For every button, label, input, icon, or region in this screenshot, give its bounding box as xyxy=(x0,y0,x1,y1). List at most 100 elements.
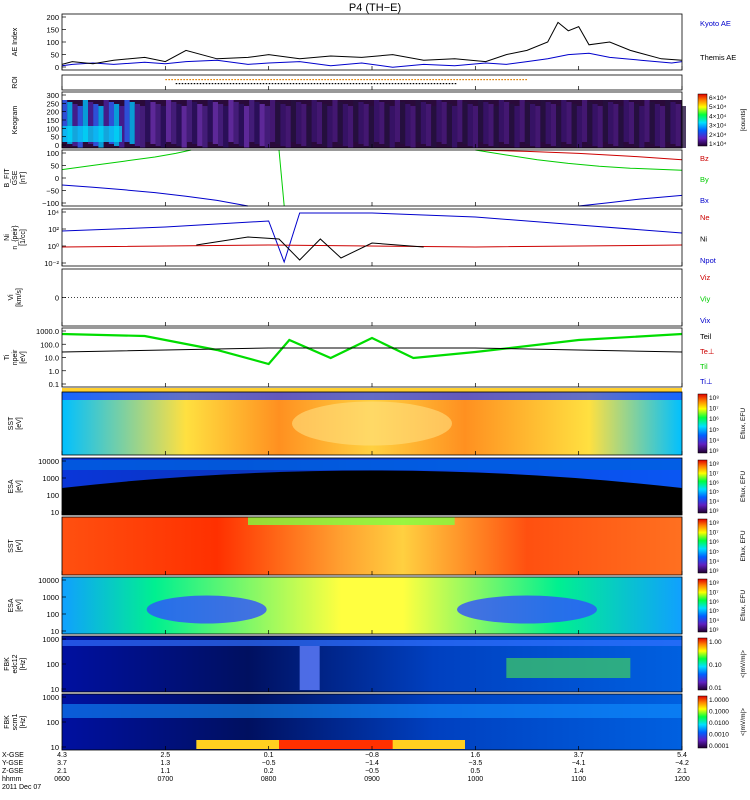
roi-dot xyxy=(313,83,316,85)
keogram-column xyxy=(576,106,582,148)
roi-dot xyxy=(262,83,265,85)
roi-dot xyxy=(285,79,287,81)
roi-dot xyxy=(355,83,358,85)
roi-dot xyxy=(409,83,412,85)
roi-dot xyxy=(249,79,251,81)
colorbar-tick-12: 1.0000 xyxy=(709,697,729,704)
roi-dot xyxy=(258,79,260,81)
colorbar-tick-10: 10⁵ xyxy=(709,608,719,615)
colorbar-label-12: <|mV/m|> xyxy=(740,708,747,736)
roi-dot xyxy=(507,79,509,81)
roi-dot xyxy=(375,79,377,81)
ylabel-line: [km/s] xyxy=(16,288,23,307)
ylabel-line: Ti xyxy=(4,354,11,360)
keogram-column xyxy=(264,106,270,148)
keogram-column xyxy=(150,102,156,144)
keogram-column xyxy=(530,104,536,146)
roi-dot xyxy=(213,79,215,81)
ytick-label-0: 150 xyxy=(46,26,59,35)
panel-ylabel-11: FBK edc12 [Hz] xyxy=(4,654,27,673)
roi-dot xyxy=(226,83,229,85)
legend-entry-4: Ne xyxy=(700,213,710,222)
colorbar-tick-10: 10⁴ xyxy=(709,618,719,625)
roi-dot xyxy=(325,83,328,85)
ytick-label-6: 1000.0 xyxy=(36,327,59,336)
roi-dot xyxy=(244,83,247,85)
keogram-column xyxy=(171,102,177,144)
keogram-column xyxy=(514,106,520,148)
colorbar-tick-7: 10⁷ xyxy=(709,406,719,413)
roi-dot xyxy=(421,83,424,85)
figure-title: P4 (TH−E) xyxy=(349,2,401,14)
keogram-column xyxy=(145,100,151,142)
roi-dot xyxy=(276,79,278,81)
keogram-column xyxy=(254,102,260,144)
footer-value: 2.1 xyxy=(677,768,687,775)
roi-dot xyxy=(225,79,227,81)
keogram-column xyxy=(654,104,660,146)
roi-dot xyxy=(265,83,268,85)
keogram-column xyxy=(207,100,213,142)
keogram-column xyxy=(108,102,114,144)
bfield-series-4 xyxy=(61,184,249,207)
ytick-label-3: −100 xyxy=(42,199,59,208)
footer-row-label: X-GSE xyxy=(2,752,24,759)
panel-frame-0 xyxy=(61,13,683,71)
roi-dot xyxy=(324,79,326,81)
roi-dot xyxy=(388,83,391,85)
roi-dot xyxy=(211,83,214,85)
roi-dot xyxy=(525,79,527,81)
keogram-column xyxy=(202,106,208,148)
keogram-column xyxy=(384,104,390,146)
roi-dot xyxy=(384,79,386,81)
keogram-column xyxy=(374,100,380,142)
roi-dot xyxy=(420,79,422,81)
roi-dot xyxy=(433,83,436,85)
colorbar-tick-2: 5×10⁴ xyxy=(709,104,727,111)
keogram-column xyxy=(472,106,478,148)
roi-dot xyxy=(415,83,418,85)
roi-dot xyxy=(471,79,473,81)
roi-dot xyxy=(237,79,239,81)
keogram-column xyxy=(389,106,395,148)
roi-dot xyxy=(174,79,176,81)
ylabel-line: ROI xyxy=(12,76,19,89)
colorbar-tick-9: 10⁷ xyxy=(709,530,719,537)
keogram-column xyxy=(592,104,598,146)
colorbar-tick-9: 10⁵ xyxy=(709,549,719,556)
roi-dot xyxy=(442,83,445,85)
roi-dot xyxy=(492,79,494,81)
ylabel-line: GSE xyxy=(12,170,19,185)
roi-dot xyxy=(288,79,290,81)
roi-dot xyxy=(333,79,335,81)
colorbar-tick-7: 10⁸ xyxy=(709,395,719,402)
colorbar-7 xyxy=(697,393,708,454)
roi-dot xyxy=(360,79,362,81)
roi-dot xyxy=(390,79,392,81)
ylabel-line: npeir xyxy=(12,349,19,365)
ylabel-line: [eV] xyxy=(16,417,23,430)
roi-dot xyxy=(331,83,334,85)
keogram-column xyxy=(238,104,244,146)
ytick-label-10: 10 xyxy=(51,627,59,636)
colorbar-label-10: Eflux, EFU xyxy=(740,590,747,621)
keogram-column xyxy=(275,102,281,144)
bfield-series-3 xyxy=(475,149,683,171)
roi-dot xyxy=(208,83,211,85)
legend-entry-5: Viz xyxy=(700,273,711,282)
roi-dot xyxy=(247,83,250,85)
keogram-column xyxy=(639,106,645,148)
ytick-label-2: 50 xyxy=(51,133,59,142)
colorbar-label-text: [counts] xyxy=(740,108,747,131)
panel-ylabel-4: Ni n_{peir} [1/cc] xyxy=(4,225,27,250)
keogram-column xyxy=(228,100,234,142)
roi-dot xyxy=(291,79,293,81)
roi-dot xyxy=(186,79,188,81)
roi-dot xyxy=(277,83,280,85)
colorbar-tick-9: 10⁸ xyxy=(709,520,719,527)
ylabel-line: [nT] xyxy=(20,172,27,184)
roi-dot xyxy=(393,79,395,81)
ae-series-1 xyxy=(61,21,683,65)
panel-frame-3 xyxy=(61,149,683,207)
roi-dot xyxy=(408,79,410,81)
